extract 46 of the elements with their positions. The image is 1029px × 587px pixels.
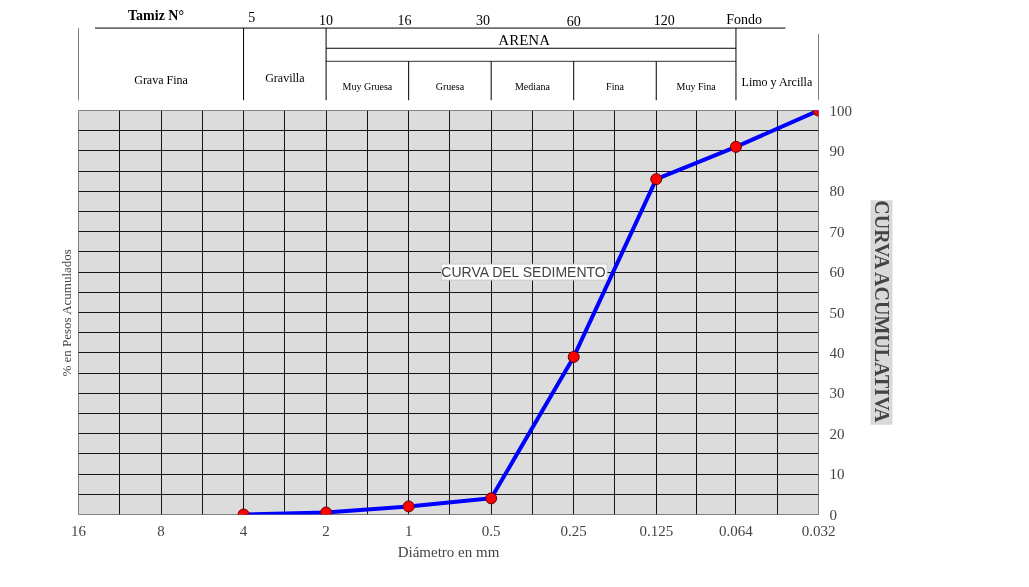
text: Fondo <box>726 12 763 28</box>
y-tick-label: 30 <box>829 385 845 402</box>
x-axis-title: Diámetro en mm <box>397 543 500 560</box>
text: 120 <box>653 12 675 28</box>
text: Limo y Arcilla <box>741 74 813 89</box>
y-axis-title: % en Pesos Acumulados <box>58 249 74 377</box>
point <box>650 173 663 186</box>
y-tick-label: 100 <box>829 102 852 119</box>
text: 16 <box>397 12 412 28</box>
x-tick-label: 4 <box>239 522 248 539</box>
y-tick-label: 50 <box>829 304 845 321</box>
point <box>485 492 498 505</box>
text: Muy Gruesa <box>342 80 393 92</box>
text: Gravilla <box>265 70 306 85</box>
point <box>402 500 415 513</box>
text: Muy Fina <box>676 80 717 92</box>
x-tick-label: 2 <box>322 522 330 539</box>
y-tick-label: 40 <box>829 344 845 361</box>
text: 30 <box>475 12 490 28</box>
point <box>567 350 580 363</box>
text: Fina <box>606 80 625 92</box>
text: Tamiz N° <box>128 7 185 23</box>
x-tick-label: 0.125 <box>639 522 674 539</box>
x-tick-label: 0.5 <box>481 522 501 539</box>
text: Mediana <box>514 80 551 92</box>
y-tick-label: 80 <box>829 183 845 200</box>
annotation: CURVA DEL SEDIMENTO <box>441 264 606 281</box>
y-tick-label: 90 <box>829 142 845 159</box>
text: Grava Fina <box>134 73 189 88</box>
text: 60 <box>566 13 581 29</box>
y-tick-label: 0 <box>829 506 837 523</box>
text: 10 <box>319 12 334 28</box>
text: CURVA ACUMULATIVA <box>870 200 893 424</box>
y-tick-label: 60 <box>829 264 845 281</box>
x-tick-label: 0.25 <box>560 522 587 539</box>
y-tick-label: 10 <box>829 466 845 483</box>
x-tick-label: 8 <box>157 522 165 539</box>
text: ARENA <box>498 31 551 48</box>
x-tick-label: 0.032 <box>801 522 836 539</box>
x-tick-label: 1 <box>404 522 413 539</box>
text: 5 <box>248 10 256 26</box>
y-tick-label: 20 <box>829 425 845 442</box>
x-tick-label: 0.064 <box>719 522 754 539</box>
y-tick-label: 70 <box>829 223 845 240</box>
x-tick-label: 16 <box>71 522 87 539</box>
text: Gruesa <box>435 80 465 92</box>
